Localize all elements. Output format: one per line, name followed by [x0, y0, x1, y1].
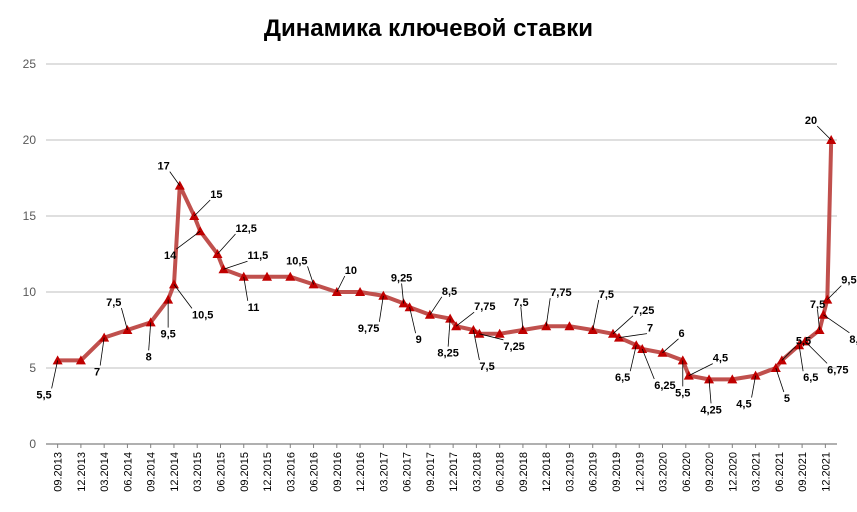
data-label: 9,5 [841, 275, 856, 287]
data-label: 7 [94, 367, 100, 379]
data-label: 8,5 [849, 334, 857, 346]
data-label: 12,5 [235, 223, 256, 235]
y-tick-label: 20 [23, 133, 37, 147]
x-tick-label: 03.2020 [658, 452, 670, 492]
x-tick-label: 09.2020 [704, 452, 716, 492]
x-tick-label: 06.2015 [215, 452, 227, 492]
x-tick-label: 12.2015 [262, 452, 274, 492]
x-tick-label: 09.2019 [611, 452, 623, 492]
x-tick-label: 06.2019 [588, 452, 600, 492]
x-tick-label: 12.2013 [76, 452, 88, 492]
data-label: 7,5 [599, 289, 614, 301]
data-label: 10 [345, 265, 357, 277]
data-label: 4,25 [700, 404, 721, 416]
data-label: 4,5 [736, 399, 751, 411]
x-tick-label: 06.2018 [495, 452, 507, 492]
chart-title: Динамика ключевой ставки [264, 15, 593, 42]
x-tick-label: 09.2021 [797, 452, 809, 492]
data-label: 14 [164, 250, 177, 262]
x-tick-label: 03.2014 [99, 452, 111, 492]
data-label: 7 [647, 323, 653, 335]
x-tick-label: 09.2016 [332, 452, 344, 492]
x-tick-label: 06.2017 [402, 452, 414, 492]
x-tick-label: 03.2016 [285, 452, 297, 492]
data-label: 7,75 [550, 287, 571, 299]
data-label: 9,5 [160, 329, 175, 341]
x-tick-label: 03.2015 [192, 452, 204, 492]
data-label: 5 [784, 393, 790, 405]
x-tick-label: 12.2019 [634, 452, 646, 492]
data-label: 10,5 [192, 309, 213, 321]
x-tick-label: 09.2013 [53, 452, 65, 492]
x-tick-label: 12.2018 [541, 452, 553, 492]
data-label: 8 [146, 351, 152, 363]
x-tick-label: 12.2017 [448, 452, 460, 492]
y-tick-label: 10 [23, 285, 37, 299]
x-tick-label: 03.2018 [471, 452, 483, 492]
x-tick-label: 06.2014 [122, 452, 134, 492]
data-label: 5,5 [36, 389, 51, 401]
data-label: 6,25 [654, 380, 675, 392]
x-tick-label: 09.2017 [425, 452, 437, 492]
x-tick-label: 12.2014 [169, 452, 181, 492]
data-label: 6 [679, 328, 685, 340]
data-label: 9,75 [358, 323, 379, 335]
x-tick-label: 12.2021 [820, 452, 832, 492]
x-tick-label: 09.2015 [239, 452, 251, 492]
data-label: 8,25 [437, 348, 458, 360]
data-label: 6,5 [803, 372, 818, 384]
y-tick-label: 15 [23, 209, 37, 223]
data-label: 4,5 [713, 353, 728, 365]
data-label: 6,75 [827, 364, 848, 376]
data-label: 15 [210, 189, 222, 201]
x-tick-label: 12.2016 [355, 452, 367, 492]
x-tick-label: 09.2014 [146, 452, 158, 492]
data-label: 10,5 [286, 255, 307, 267]
data-label: 7,5 [106, 297, 121, 309]
x-tick-label: 03.2021 [751, 452, 763, 492]
x-tick-label: 06.2016 [309, 452, 321, 492]
data-label: 11,5 [247, 250, 268, 262]
data-label: 7,25 [633, 305, 654, 317]
data-label: 11 [248, 302, 260, 314]
data-label: 5,5 [675, 387, 690, 399]
key-rate-line-chart: Динамика ключевой ставки 0 5 10 15 20 25 09.201… [0, 0, 857, 512]
y-tick-label: 0 [29, 437, 36, 451]
x-tick-label: 03.2017 [378, 452, 390, 492]
data-label: 6,5 [615, 372, 630, 384]
data-label: 7,5 [513, 297, 528, 309]
data-label: 7,25 [503, 341, 524, 353]
data-label: 9,25 [391, 272, 412, 284]
data-label: 17 [158, 161, 170, 173]
x-tick-label: 03.2019 [564, 452, 576, 492]
data-label: 7,5 [479, 361, 494, 373]
y-tick-label: 25 [23, 57, 37, 71]
y-tick-label: 5 [29, 361, 36, 375]
data-label: 7,75 [474, 301, 495, 313]
data-label: 8,5 [442, 286, 457, 298]
data-label: 20 [805, 115, 817, 127]
data-label: 7,5 [810, 299, 825, 311]
data-label: 9 [416, 334, 422, 346]
x-tick-label: 09.2018 [518, 452, 530, 492]
x-tick-label: 06.2020 [681, 452, 693, 492]
x-tick-label: 12.2020 [727, 452, 739, 492]
x-tick-label: 06.2021 [774, 452, 786, 492]
